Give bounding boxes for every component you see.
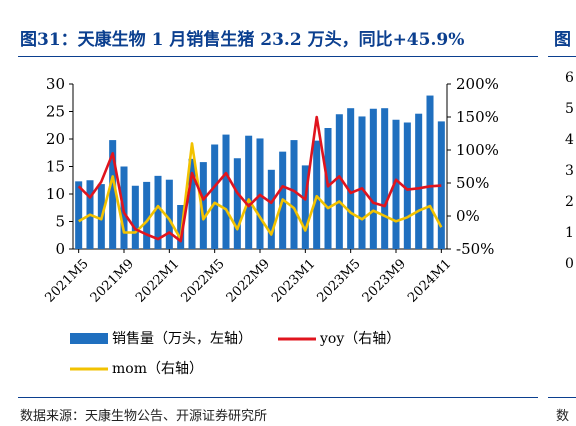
sales-bar bbox=[313, 140, 321, 249]
sales-bar bbox=[245, 135, 253, 249]
sales-bar bbox=[233, 158, 241, 249]
next-panel-tick: 0 bbox=[565, 256, 574, 272]
next-panel-source: 数 bbox=[556, 409, 570, 424]
source-note: 数据来源：天康生物公告、开源证券研究所 bbox=[20, 409, 268, 424]
right-axis-tick-label: 200% bbox=[456, 75, 499, 93]
next-panel-tick: 6 bbox=[565, 70, 574, 86]
sales-bar bbox=[143, 181, 151, 249]
sales-bar bbox=[415, 113, 423, 249]
right-axis-tick-label: -50% bbox=[456, 240, 494, 258]
next-panel-title-divider bbox=[548, 56, 576, 57]
sales-bar bbox=[392, 119, 400, 249]
sales-bar bbox=[165, 179, 173, 249]
x-axis-tick-label: 2022M9 bbox=[224, 256, 273, 305]
next-panel-source-divider bbox=[548, 397, 576, 398]
left-axis-tick-label: 30 bbox=[46, 75, 65, 93]
sales-bar bbox=[381, 108, 389, 249]
x-axis-tick-label: 2023M9 bbox=[360, 256, 409, 305]
next-panel-tick: 1 bbox=[565, 225, 574, 241]
x-axis-tick-label: 2021M9 bbox=[88, 256, 137, 305]
x-axis-tick-label: 2022M5 bbox=[178, 256, 227, 305]
left-axis-tick-label: 20 bbox=[46, 130, 65, 148]
x-axis-tick-label: 2023M1 bbox=[269, 256, 318, 305]
sales-bar bbox=[403, 122, 411, 249]
sales-bar bbox=[358, 116, 366, 249]
legend-label-yoy: yoy（右轴） bbox=[319, 331, 400, 347]
right-axis-tick-label: 0% bbox=[456, 207, 480, 225]
sales-bar bbox=[75, 181, 83, 249]
next-panel-tick: 5 bbox=[565, 101, 574, 117]
right-axis-tick-label: 150% bbox=[456, 108, 499, 126]
sales-bar bbox=[131, 185, 139, 249]
x-axis-tick-label: 2021M5 bbox=[42, 256, 91, 305]
sales-bar bbox=[222, 134, 230, 249]
sales-bar bbox=[109, 140, 117, 249]
sales-bar bbox=[437, 121, 445, 249]
right-axis-tick-label: 100% bbox=[456, 141, 499, 159]
x-axis-tick-label: 2022M1 bbox=[133, 256, 182, 305]
legend-label-mom: mom（右轴） bbox=[112, 361, 203, 377]
yoy-line bbox=[77, 115, 442, 243]
x-axis-tick-label: 2024M1 bbox=[405, 256, 454, 305]
left-axis-tick-label: 25 bbox=[46, 103, 65, 121]
sales-bar bbox=[199, 162, 207, 249]
next-panel-tick: 4 bbox=[565, 132, 574, 148]
figure-title: 图31：天康生物 1 月销售生猪 23.2 万头，同比+45.9% bbox=[20, 30, 465, 50]
x-axis-tick-label: 2023M5 bbox=[314, 256, 363, 305]
legend-label-sales: 销售量（万头，左轴） bbox=[112, 331, 252, 347]
sales-bar bbox=[301, 165, 309, 249]
next-panel-tick: 3 bbox=[565, 163, 574, 179]
next-panel-tick: 2 bbox=[565, 194, 574, 210]
sales-bar bbox=[369, 108, 377, 249]
left-axis-tick-label: 0 bbox=[55, 240, 65, 258]
sales-bar bbox=[211, 144, 219, 249]
left-axis-tick-label: 10 bbox=[46, 185, 65, 203]
sales-bar bbox=[290, 140, 298, 249]
sales-bar bbox=[426, 95, 434, 249]
sales-bar bbox=[154, 175, 162, 249]
title-divider bbox=[18, 56, 538, 57]
right-axis-tick-label: 50% bbox=[456, 174, 489, 192]
mom-line bbox=[78, 142, 443, 241]
sales-bar bbox=[347, 108, 355, 249]
sales-bar bbox=[324, 128, 332, 249]
sales-bar bbox=[267, 169, 275, 249]
source-divider bbox=[18, 397, 538, 398]
left-axis-tick-label: 15 bbox=[46, 158, 65, 176]
next-panel-title: 图 bbox=[554, 30, 571, 50]
legend-swatch-sales bbox=[70, 333, 108, 344]
left-axis-tick-label: 5 bbox=[55, 213, 65, 231]
sales-bar bbox=[188, 158, 196, 249]
sales-bar bbox=[335, 114, 343, 249]
sales-bar bbox=[177, 205, 185, 249]
